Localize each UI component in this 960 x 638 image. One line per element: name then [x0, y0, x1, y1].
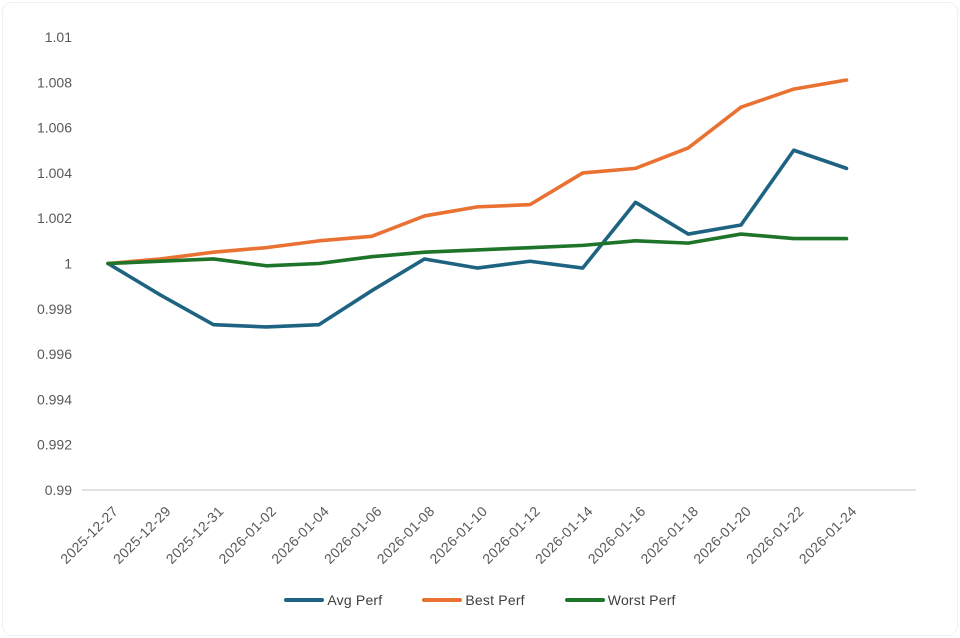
- worst-perf-line-swatch: [564, 598, 605, 602]
- y-tick-label: 0.99: [45, 482, 72, 498]
- y-tick-label: 0.992: [37, 437, 72, 453]
- best-perf-line: [106, 78, 849, 266]
- y-tick-label: 1: [64, 256, 72, 272]
- legend-item-worst-perf: Worst Perf: [564, 592, 676, 608]
- legend-item-avg-perf: Avg Perf: [284, 592, 382, 608]
- avg-perf-line: [106, 148, 849, 329]
- y-tick-label: 1.002: [37, 210, 72, 226]
- y-tick-label: 1.008: [37, 74, 72, 90]
- worst-perf-line: [106, 232, 849, 268]
- legend-label-avg-perf: Avg Perf: [327, 592, 383, 608]
- best-perf-line-swatch: [422, 598, 463, 602]
- y-tick-label: 1.01: [45, 29, 72, 45]
- legend-label-worst-perf: Worst Perf: [607, 592, 676, 608]
- y-tick-label: 0.996: [37, 346, 72, 362]
- y-tick-label: 1.006: [37, 120, 72, 136]
- legend-item-best-perf: Best Perf: [422, 592, 525, 608]
- y-tick-label: 1.004: [37, 165, 72, 181]
- y-tick-label: 0.994: [37, 391, 72, 407]
- avg-perf-line-swatch: [284, 598, 325, 602]
- y-tick-label: 0.998: [37, 301, 72, 317]
- legend-label-best-perf: Best Perf: [465, 592, 525, 608]
- plot-area: 0.99 0.992 0.994 0.996 0.998 1 1.002 1.004 1.006…: [37, 29, 916, 567]
- chart-legend: Avg Perf Best Perf Worst Perf: [0, 592, 960, 608]
